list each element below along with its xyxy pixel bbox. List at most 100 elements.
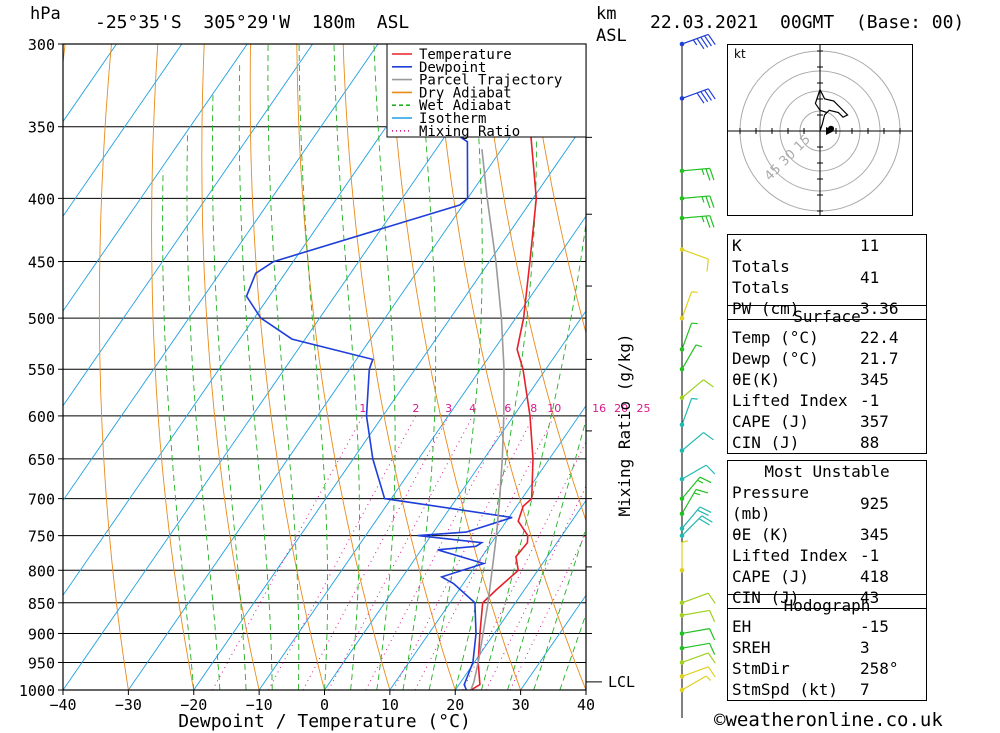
wind-barb [679,592,716,606]
most-unstable-table: Most Unstable Pressure (mb) 925 θE (K) 345… [727,460,927,609]
wind-barb [679,515,713,538]
wind-barb-flag [700,36,709,48]
isotherm-line [63,44,183,218]
legend-box [386,43,587,138]
legend-label: Wet Adiabat [419,98,512,114]
pressure-tick-label: 500 [28,310,55,328]
wet-adiabat-line [162,170,195,690]
pressure-tick-label: 700 [28,491,55,509]
wind-level-dot [679,215,685,221]
lcl-label: LCL [608,673,635,691]
datetime-title: 22.03.2021 00GMT (Base: 00) [650,12,965,33]
dry-adiabat-line [528,44,586,335]
hodo-row: StmSpd (kt) 7 [732,680,870,699]
wind-barb-flag [707,666,716,678]
isotherm-line [63,44,117,123]
wind-barb-staff [681,291,693,319]
pressure-tick-label: 750 [28,528,55,546]
surface-row: Temp (°C) 22.4 [732,328,899,347]
wind-barb-flag [700,91,709,103]
legend-label: Dry Adiabat [419,85,512,101]
most-unstable-title: Most Unstable [764,462,890,481]
mixing-ratio-label: 3 [445,402,452,415]
temp-tick-label: −30 [115,696,142,714]
dry-adiabat-line [992,44,1000,690]
wind-barb-half [697,479,704,484]
mu-row: CAPE (J) 418 [732,567,889,586]
mixing-ratio-label: 16 [592,402,606,415]
wind-barb-staff [681,666,709,677]
mixing-ratio-line [302,415,450,690]
wind-level-dot [679,422,685,428]
wind-level-dot [679,315,685,321]
mixing-ratio-line [365,415,509,690]
pressure-tick-label: 650 [28,451,55,469]
mixing-ratio-line [328,415,474,690]
wind-barb [679,167,715,181]
wet-adiabat-line [559,612,586,690]
mixing-ratio-label: 10 [547,402,561,415]
wind-level-dot [679,567,685,573]
wind-barb-flag [703,379,714,388]
hpa-unit-label: hPa [30,4,61,24]
series-line-parcel-trajectory [470,149,505,690]
wet-adiabat-line [211,95,247,690]
mu-row: Lifted Index -1 [732,546,880,565]
pressure-tick-label: 450 [28,254,55,272]
wind-barb [679,675,711,693]
hodograph-unit-label: kt [734,47,746,61]
hodograph-panel: kt 15 30 45 [727,44,913,216]
isotherm-line [193,120,586,690]
mu-row: θE (K) 345 [732,525,889,544]
mixing-ratio-line [392,415,535,690]
wind-barb-flag [709,168,715,181]
wind-level-dot [679,168,685,174]
index-row-pw: PW (cm) 3.36 [732,299,899,318]
wind-barb-half [681,540,689,543]
wind-level-dot [679,511,685,517]
hodograph-ring-label: 30 [777,147,799,169]
wind-barb [679,540,689,573]
wind-barb-half [701,168,705,176]
isotherm-line [324,310,586,690]
wind-barb-half [691,397,698,400]
wind-barb [679,666,716,679]
wind-barb [679,344,703,372]
wind-level-dot [679,496,685,501]
wind-barb [679,379,714,401]
mixing-ratio-label: 25 [637,402,651,415]
mixing-ratio-label: 6 [504,402,511,415]
wind-barb-staff [681,592,709,604]
wind-level-dot [679,687,685,693]
hodo-row: StmDir 258° [732,659,899,678]
wet-adiabat-line [373,44,396,690]
hodo-row: SREH 3 [732,638,870,657]
pressure-tick-label: 850 [28,595,55,613]
wind-barb-half [693,492,701,496]
pressure-tick-label: 300 [28,36,55,54]
wind-barb-staff [681,33,709,45]
dry-adiabat-line [201,44,260,690]
hodograph-ring-label: 15 [792,132,814,154]
wind-barb-flag [709,610,716,622]
wind-barb-flag [704,35,712,47]
wind-barb [679,506,712,531]
wet-adiabat-line [186,134,221,690]
wet-adiabat-line [333,44,360,690]
temp-tick-label: −20 [180,696,207,714]
surface-row: CIN (J) 88 [732,433,880,452]
isotherm-line [454,499,586,690]
wind-level-dot [679,41,685,47]
hodograph-ring-label: 45 [762,162,784,184]
wind-barb-flag [701,515,713,523]
pressure-tick-label: 550 [28,361,55,379]
mixing-ratio-line [485,485,586,690]
wind-barb-flag [696,38,705,50]
wind-barb-half [701,196,705,203]
wind-barb-staff [681,489,697,515]
mu-row: CIN (J) 43 [732,588,880,607]
wind-barb-half [691,322,698,325]
wind-barb [679,215,715,228]
